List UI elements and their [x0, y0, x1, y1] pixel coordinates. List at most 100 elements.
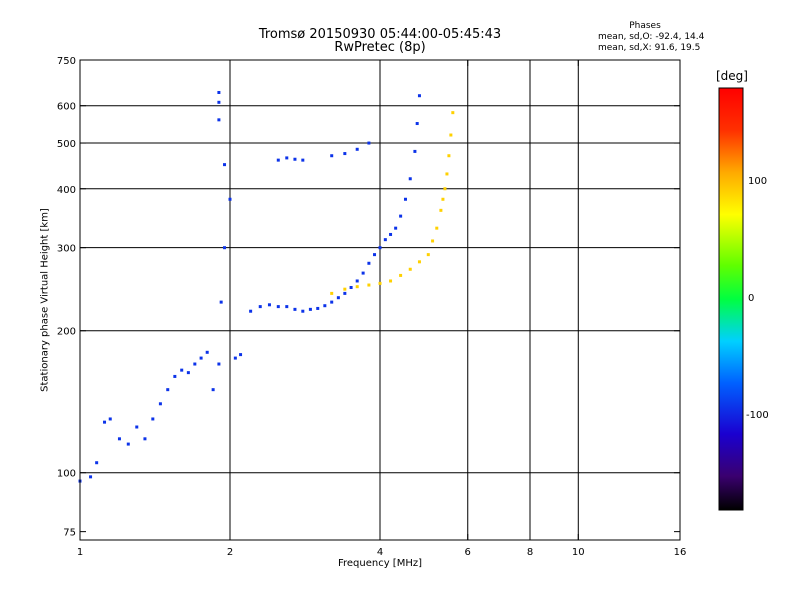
echo-point-x	[389, 279, 393, 283]
echo-point-x	[449, 133, 453, 137]
echo-point-o	[199, 356, 203, 360]
echo-point-o	[223, 246, 227, 250]
echo-point-o	[158, 402, 162, 406]
echo-point-o	[186, 371, 190, 375]
echo-point-o	[219, 300, 223, 304]
echo-point-o	[361, 271, 365, 275]
echo-point-o	[403, 197, 407, 201]
y-axis-label: Stationary phase Virtual Height [km]	[39, 208, 51, 392]
y-tick-label: 300	[57, 244, 76, 255]
echo-point-o	[367, 141, 371, 145]
colorbar-tick-label: 100	[748, 175, 768, 187]
colorbar	[718, 87, 744, 511]
echo-point-o	[408, 177, 412, 181]
colorbar-unit-label: [deg]	[716, 69, 748, 83]
echo-point-o	[355, 279, 359, 283]
echo-point-o	[343, 152, 347, 156]
echo-point-o	[399, 214, 403, 218]
echo-point-o	[308, 307, 312, 311]
echo-point-o	[276, 305, 280, 309]
echo-point-o	[126, 442, 130, 446]
echo-point-o	[193, 362, 197, 366]
echo-point-o	[293, 157, 297, 161]
echo-point-o	[378, 246, 382, 250]
chart-subtitle: RwPretec (8p)	[334, 40, 426, 55]
x-tick-label: 16	[674, 547, 687, 558]
echo-point-o	[389, 232, 393, 236]
x-tick-label: 1	[77, 547, 83, 558]
echo-point-o	[343, 291, 347, 295]
echo-point-x	[408, 267, 412, 271]
echo-point-o	[89, 475, 93, 479]
colorbar-tick-label: -100	[746, 410, 769, 422]
echo-point-o	[180, 368, 184, 372]
echo-point-o	[249, 309, 253, 313]
y-tick-label: 400	[57, 185, 76, 196]
echo-point-x	[447, 154, 451, 158]
echo-point-o	[151, 417, 155, 421]
x-tick-label: 8	[527, 547, 533, 558]
echo-point-x	[330, 291, 334, 295]
echo-point-o	[417, 94, 421, 98]
echo-point-x	[435, 226, 439, 230]
echo-point-o	[367, 261, 371, 265]
echo-point-o	[233, 356, 237, 360]
echo-point-o	[373, 253, 377, 257]
echo-point-o	[323, 304, 327, 308]
echo-point-o	[143, 437, 147, 441]
echo-point-o	[205, 350, 209, 354]
echo-point-x	[426, 253, 430, 257]
phase-stats-x-mode: mean, sd,X: 91.6, 19.5	[598, 43, 701, 53]
echo-point-o	[267, 303, 271, 307]
colorbar-tick-label: 0	[748, 293, 755, 304]
echo-point-o	[276, 158, 280, 162]
echo-point-x	[441, 197, 445, 201]
echo-point-o	[301, 309, 305, 313]
echo-point-o	[223, 163, 227, 167]
y-tick-label: 75	[63, 528, 76, 539]
echo-point-o	[316, 306, 320, 310]
echo-point-o	[166, 388, 170, 392]
echo-point-x	[399, 273, 403, 277]
x-tick-label: 4	[377, 547, 383, 558]
echo-point-o	[103, 420, 107, 424]
chart-title: Tromsø 20150930 05:44:00-05:45:43	[258, 27, 502, 42]
echo-point-o	[349, 286, 353, 290]
echo-point-o	[330, 300, 334, 304]
echo-point-x	[431, 239, 435, 243]
echo-point-x	[355, 285, 359, 289]
echo-point-o	[293, 307, 297, 311]
x-axis-label: Frequency [MHz]	[337, 558, 423, 569]
y-tick-label: 200	[57, 327, 76, 338]
echo-point-o	[415, 122, 419, 126]
echo-point-o	[217, 118, 221, 122]
echo-point-o	[217, 100, 221, 104]
echo-point-o	[330, 154, 334, 158]
echo-point-o	[117, 437, 121, 441]
x-tick-label: 2	[227, 547, 233, 558]
echo-point-o	[285, 305, 289, 309]
echo-point-o	[383, 238, 387, 242]
y-tick-label: 500	[57, 139, 76, 150]
echo-point-o	[413, 149, 417, 153]
echo-point-x	[451, 111, 455, 115]
echo-point-o	[217, 362, 221, 366]
echo-point-x	[367, 283, 371, 287]
x-tick-label: 10	[572, 547, 585, 558]
echo-point-o	[301, 158, 305, 162]
echo-point-x	[343, 287, 347, 291]
echo-point-o	[95, 461, 99, 465]
y-tick-label: 750	[57, 56, 76, 67]
echo-point-x	[443, 187, 447, 191]
echo-point-o	[239, 353, 243, 357]
echo-point-o	[217, 90, 221, 94]
echo-point-o	[394, 226, 398, 230]
echo-point-o	[285, 156, 289, 160]
echo-point-o	[108, 417, 112, 421]
echo-point-o	[173, 374, 177, 378]
echo-point-o	[211, 388, 215, 392]
y-tick-label: 100	[57, 469, 76, 480]
echo-point-x	[378, 281, 382, 285]
